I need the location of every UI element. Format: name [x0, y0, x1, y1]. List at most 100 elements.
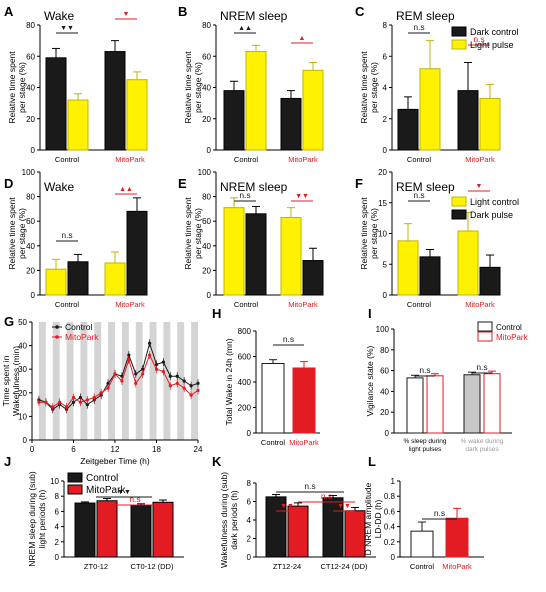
y-axis-label-line: LD-DD (h) [373, 499, 383, 538]
x-tick-label: 18 [152, 445, 161, 454]
bar [45, 268, 67, 296]
series-point [71, 400, 76, 404]
series-point [168, 384, 172, 388]
series-point [71, 395, 76, 400]
x-category-label: MitoPark [115, 300, 145, 309]
y-tick-label: 40 [26, 84, 35, 93]
x-category-label: light pulses [409, 446, 442, 453]
y-tick-label: 60 [26, 217, 35, 226]
sig-label: ▲ [299, 35, 306, 42]
y-tick-label: 6 [55, 507, 60, 516]
series-point [78, 400, 83, 404]
y-axis-label-line: Vigilance state (%) [365, 345, 375, 416]
dark-pulse-stripe [191, 322, 198, 440]
y-axis-label-line: Time spent in [1, 355, 11, 406]
panel-D: D Wake 0 20 40 60 80 100 Relative time spentper … [4, 168, 148, 309]
y-axis-label: Wakefulness during (sub)dark periods (h) [219, 472, 239, 568]
bar [280, 217, 302, 296]
y-tick-label: 60 [202, 217, 211, 226]
x-category-label: Control [234, 300, 259, 309]
sig-label: ▼ [123, 11, 130, 18]
series-point [196, 381, 200, 385]
bar [457, 90, 479, 151]
series-line [38, 353, 199, 408]
y-axis-label-line: per stage (%) [369, 62, 379, 113]
legend-abc: Dark control Light pulse [451, 26, 519, 50]
series-point [106, 381, 110, 385]
x-category-label: ZT0-12 [84, 562, 108, 571]
bar [344, 510, 366, 558]
legend-label: Light control [470, 197, 519, 207]
sig-label: n.s [413, 190, 424, 200]
series-point [161, 360, 166, 364]
y-axis-label: Relative time spentper stage (%) [359, 51, 379, 124]
y-axis-label-line: Relative time spent [7, 51, 17, 124]
legend-def: Light control Dark pulse [451, 196, 519, 220]
legend-label: Control [496, 323, 522, 332]
bar [483, 373, 501, 434]
y-tick-label: 0 [383, 146, 388, 155]
bar [45, 57, 67, 151]
y-axis-label: NREM sleep during (sub)light periods (h) [27, 471, 47, 567]
panel-F: F REM sleep 0 5 10 15 20 Relative time spentper… [355, 168, 501, 309]
y-tick-label: 20 [26, 115, 35, 124]
panel-letter: L [368, 454, 376, 469]
legend-swatch [451, 26, 467, 37]
panel-letter: I [368, 306, 372, 321]
x-category-label: MitoPark [288, 300, 318, 309]
series-point [134, 381, 138, 385]
series-point [106, 386, 110, 390]
y-axis-label-line: dark periods (h) [229, 490, 239, 550]
x-category-label: MitoPark [288, 155, 318, 164]
panel-title: REM sleep [396, 180, 455, 194]
panel-E: E NREM sleep 0 20 40 60 80 100 Relative time spe… [178, 168, 324, 309]
y-tick-label: 15 [378, 199, 387, 208]
y-tick-label: 80 [202, 21, 211, 30]
bar [302, 69, 324, 151]
bar [463, 374, 481, 434]
x-category-label: Control [407, 155, 432, 164]
dark-pulse-stripe [135, 322, 143, 440]
x-category-label: Control [407, 300, 432, 309]
panel-H: H 0 200 400 600 800 Total Wake in 24h (mn) Cont… [212, 306, 320, 447]
series-point [154, 367, 159, 371]
y-tick-label: 20 [202, 266, 211, 275]
bar [410, 530, 434, 558]
y-tick-label: 0 [247, 429, 252, 438]
panel-title: NREM sleep [220, 9, 288, 23]
dark-pulse-stripe [38, 322, 46, 440]
dark-pulse-stripe [52, 322, 60, 440]
series-point [182, 386, 186, 390]
series-point [113, 372, 117, 376]
bar [130, 504, 152, 558]
sig-label: n.s [413, 22, 424, 32]
x-axis-label: Zeitgeber Time (h) [80, 456, 150, 466]
y-tick-label: 80 [26, 193, 35, 202]
y-tick-label: 10 [378, 230, 387, 239]
y-tick-label: 0 [31, 291, 36, 300]
sig-label: ▼▼ [280, 503, 294, 510]
bar [223, 207, 245, 296]
dark-pulse-stripe [121, 322, 129, 440]
y-tick-label: 0.8 [384, 492, 396, 501]
series-point [134, 372, 138, 376]
y-tick-label: 0 [207, 146, 212, 155]
y-axis-label: Vigilance state (%) [365, 345, 375, 416]
y-tick-label: 800 [238, 327, 252, 336]
y-axis-label-line: per stage (%) [17, 208, 27, 259]
bar [67, 99, 89, 151]
series-point [99, 391, 103, 395]
y-tick-label: 50 [18, 318, 27, 327]
legend-label: Dark control [470, 27, 519, 37]
y-tick-label: 80 [26, 21, 35, 30]
series-point [141, 372, 145, 376]
x-tick-label: 6 [71, 445, 76, 454]
series-point [168, 374, 172, 378]
panel-letter: B [178, 4, 187, 19]
bar [265, 496, 287, 558]
y-axis-label: Relative time spentper stage (%) [7, 51, 27, 124]
panel-letter: F [355, 176, 363, 191]
y-tick-label: 100 [198, 168, 212, 177]
